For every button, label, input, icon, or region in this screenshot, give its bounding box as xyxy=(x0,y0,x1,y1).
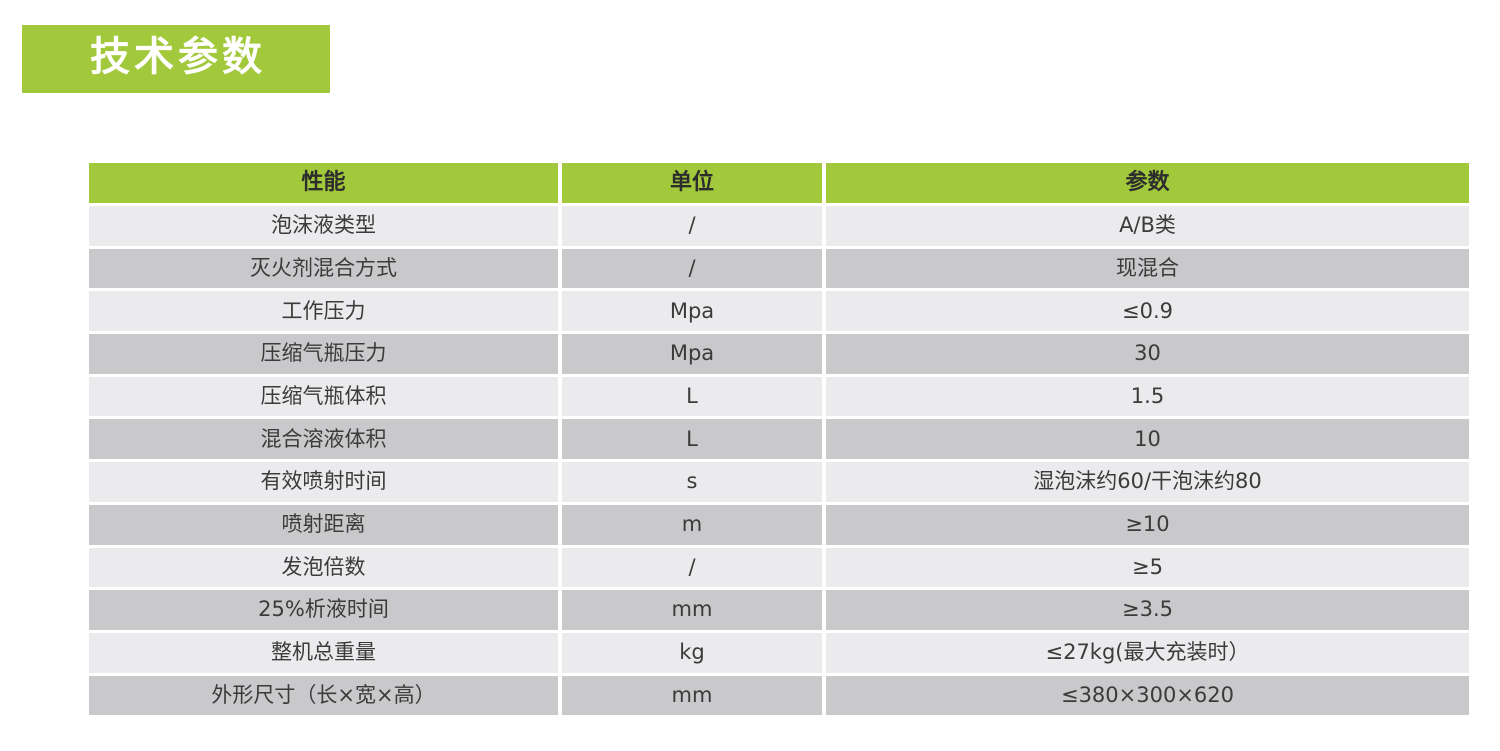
spec-row-unit: s xyxy=(562,462,822,502)
spec-row-value: A/B类 xyxy=(826,206,1469,246)
spec-row-value: 现混合 xyxy=(826,248,1469,289)
spec-row-property: 有效喷射时间 xyxy=(89,462,558,502)
spec-row-value: ≥5 xyxy=(826,547,1469,588)
section-title-banner: 技术参数 xyxy=(22,25,330,93)
spec-row-unit: / xyxy=(562,206,822,246)
spec-row-property: 外形尺寸（长×宽×高） xyxy=(89,675,558,716)
spec-row-property: 25%析液时间 xyxy=(89,590,558,630)
spec-row-unit: m xyxy=(562,504,822,545)
spec-row-property: 灭火剂混合方式 xyxy=(89,248,558,289)
spec-row-value: ≤0.9 xyxy=(826,291,1469,332)
spec-row-unit: Mpa xyxy=(562,291,822,332)
column-header-property: 性能 xyxy=(89,163,558,203)
spec-row-unit: kg xyxy=(562,632,822,673)
column-header-unit: 单位 xyxy=(562,163,822,203)
spec-row-property: 泡沫液类型 xyxy=(89,206,558,246)
spec-row-property: 发泡倍数 xyxy=(89,547,558,588)
spec-row-property: 混合溶液体积 xyxy=(89,419,558,460)
spec-table: 性能 单位 参数 泡沫液类型 / A/B类 灭火剂混合方式 / 现混合 工作压力 Mpa ≤0.… xyxy=(89,163,1469,716)
spec-row-unit: mm xyxy=(562,675,822,716)
spec-row-value: ≤27kg(最大充装时） xyxy=(826,632,1469,673)
spec-row-value: ≤380×300×620 xyxy=(826,675,1469,716)
spec-row-unit: L xyxy=(562,419,822,460)
spec-row-value: ≥3.5 xyxy=(826,590,1469,630)
column-header-value: 参数 xyxy=(826,163,1469,203)
spec-row-property: 喷射距离 xyxy=(89,504,558,545)
spec-row-property: 整机总重量 xyxy=(89,632,558,673)
spec-row-value: 30 xyxy=(826,334,1469,374)
spec-row-unit: mm xyxy=(562,590,822,630)
page-title: 技术参数 xyxy=(90,34,266,80)
spec-row-value: 1.5 xyxy=(826,376,1469,417)
spec-row-property: 工作压力 xyxy=(89,291,558,332)
spec-row-unit: / xyxy=(562,547,822,588)
spec-row-value: 湿泡沫约60/干泡沫约80 xyxy=(826,462,1469,502)
spec-row-property: 压缩气瓶压力 xyxy=(89,334,558,374)
spec-row-property: 压缩气瓶体积 xyxy=(89,376,558,417)
spec-row-value: 10 xyxy=(826,419,1469,460)
spec-row-unit: L xyxy=(562,376,822,417)
spec-row-unit: / xyxy=(562,248,822,289)
spec-row-unit: Mpa xyxy=(562,334,822,374)
spec-row-value: ≥10 xyxy=(826,504,1469,545)
